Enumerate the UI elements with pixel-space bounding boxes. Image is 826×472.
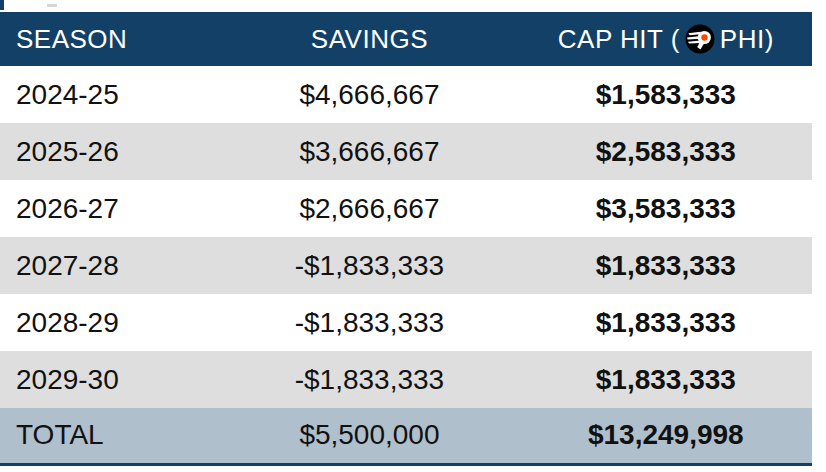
table-row[interactable]: 2027-28 -$1,833,333 $1,833,333 (0, 237, 812, 294)
table-row[interactable]: 2028-29 -$1,833,333 $1,833,333 (0, 294, 812, 351)
column-header-savings: SAVINGS (219, 12, 519, 66)
cap-hit-cell: $3,583,333 (520, 180, 812, 237)
page: SEASON SAVINGS CAP HIT ( PHI) (0, 0, 826, 472)
total-row: TOTAL $5,500,000 $13,249,998 (0, 408, 812, 464)
season-cell: 2027-28 (0, 237, 219, 294)
savings-cell: -$1,833,333 (219, 351, 519, 408)
cap-hit-cell: $1,583,333 (520, 66, 812, 123)
cap-hit-team-code: PHI (720, 24, 765, 54)
cap-hit-label-prefix: CAP HIT ( (558, 24, 680, 54)
table-header: SEASON SAVINGS CAP HIT ( PHI) (0, 12, 812, 66)
savings-cell: $2,666,667 (219, 180, 519, 237)
table-row[interactable]: 2026-27 $2,666,667 $3,583,333 (0, 180, 812, 237)
cap-hit-cell: $2,583,333 (520, 123, 812, 180)
season-cell: 2025-26 (0, 123, 219, 180)
savings-cell: $3,666,667 (219, 123, 519, 180)
cap-hit-cell: $1,833,333 (520, 294, 812, 351)
season-cell: 2029-30 (0, 351, 219, 408)
season-cell: 2026-27 (0, 180, 219, 237)
table-footer: TOTAL $5,500,000 $13,249,998 (0, 408, 812, 464)
cap-hit-table-container: SEASON SAVINGS CAP HIT ( PHI) (0, 12, 812, 466)
cap-hit-table: SEASON SAVINGS CAP HIT ( PHI) (0, 12, 812, 466)
season-cell: 2024-25 (0, 66, 219, 123)
cap-hit-label-suffix: ) (765, 24, 774, 54)
cap-hit-cell: $1,833,333 (520, 237, 812, 294)
header-row: SEASON SAVINGS CAP HIT ( PHI) (0, 12, 812, 66)
total-cap-hit: $13,249,998 (520, 408, 812, 464)
table-body: 2024-25 $4,666,667 $1,583,333 2025-26 $3… (0, 66, 812, 408)
table-row[interactable]: 2029-30 -$1,833,333 $1,833,333 (0, 351, 812, 408)
top-dash-artifact (47, 4, 57, 7)
table-row[interactable]: 2025-26 $3,666,667 $2,583,333 (0, 123, 812, 180)
table-row[interactable]: 2024-25 $4,666,667 $1,583,333 (0, 66, 812, 123)
corner-artifact (0, 0, 4, 10)
savings-cell: -$1,833,333 (219, 237, 519, 294)
flyers-team-logo-icon (685, 24, 715, 54)
savings-cell: $4,666,667 (219, 66, 519, 123)
season-cell: 2028-29 (0, 294, 219, 351)
savings-cell: -$1,833,333 (219, 294, 519, 351)
cap-hit-cell: $1,833,333 (520, 351, 812, 408)
column-header-season: SEASON (0, 12, 219, 66)
column-header-cap-hit: CAP HIT ( PHI) (520, 12, 812, 66)
total-label: TOTAL (0, 408, 219, 464)
total-savings: $5,500,000 (219, 408, 519, 464)
